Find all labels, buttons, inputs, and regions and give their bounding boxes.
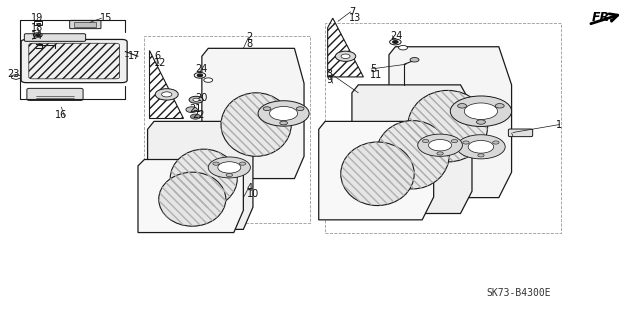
- Circle shape: [451, 96, 511, 126]
- Polygon shape: [148, 122, 253, 229]
- Circle shape: [263, 107, 271, 111]
- Circle shape: [495, 104, 504, 108]
- Text: 18: 18: [31, 23, 44, 33]
- Circle shape: [190, 114, 200, 119]
- Circle shape: [33, 33, 42, 37]
- Circle shape: [239, 162, 246, 165]
- Circle shape: [493, 141, 499, 144]
- Circle shape: [193, 98, 199, 101]
- Text: 12: 12: [154, 58, 166, 68]
- Bar: [74, 22, 97, 27]
- Circle shape: [226, 174, 232, 177]
- Circle shape: [218, 162, 241, 173]
- Text: 8: 8: [246, 39, 253, 48]
- Circle shape: [296, 107, 304, 111]
- Circle shape: [280, 121, 287, 125]
- Circle shape: [335, 51, 356, 61]
- Text: 6: 6: [154, 51, 160, 61]
- Text: SK73-B4300E: SK73-B4300E: [486, 288, 550, 298]
- Text: 23: 23: [7, 69, 19, 79]
- Circle shape: [197, 74, 202, 77]
- Polygon shape: [202, 48, 304, 179]
- Polygon shape: [389, 47, 511, 197]
- Circle shape: [458, 104, 467, 108]
- Bar: [145, 36, 310, 223]
- Text: 11: 11: [370, 70, 382, 80]
- Circle shape: [390, 39, 401, 45]
- Polygon shape: [352, 85, 472, 213]
- Text: 5: 5: [370, 64, 376, 74]
- Circle shape: [457, 135, 505, 159]
- Text: 24: 24: [195, 64, 208, 74]
- Circle shape: [437, 152, 444, 155]
- Text: 14: 14: [31, 31, 44, 41]
- Circle shape: [476, 120, 485, 124]
- Circle shape: [208, 157, 250, 178]
- Text: 15: 15: [100, 13, 112, 23]
- Circle shape: [162, 92, 172, 97]
- Text: 24: 24: [390, 31, 403, 41]
- Circle shape: [341, 54, 350, 58]
- Circle shape: [429, 139, 452, 151]
- FancyBboxPatch shape: [21, 40, 127, 83]
- Text: 19: 19: [31, 13, 44, 23]
- Text: 10: 10: [246, 189, 259, 199]
- Circle shape: [418, 134, 463, 156]
- Text: FR.: FR.: [591, 11, 614, 24]
- Circle shape: [213, 162, 220, 165]
- Circle shape: [477, 154, 484, 157]
- Text: 1: 1: [556, 120, 563, 130]
- Polygon shape: [319, 122, 434, 220]
- Bar: [34, 21, 42, 26]
- Text: 21: 21: [189, 104, 202, 114]
- Text: 2: 2: [246, 32, 253, 42]
- Circle shape: [189, 96, 203, 103]
- Ellipse shape: [170, 149, 237, 208]
- Text: 13: 13: [349, 13, 361, 23]
- Circle shape: [399, 46, 408, 50]
- Circle shape: [204, 78, 212, 82]
- FancyBboxPatch shape: [27, 88, 83, 100]
- Circle shape: [186, 107, 197, 113]
- Circle shape: [393, 41, 398, 43]
- Text: 16: 16: [55, 110, 67, 120]
- Circle shape: [156, 89, 178, 100]
- Circle shape: [269, 107, 298, 121]
- Text: 3: 3: [326, 69, 333, 79]
- Circle shape: [258, 101, 309, 126]
- Ellipse shape: [340, 142, 414, 205]
- Ellipse shape: [159, 172, 226, 226]
- Circle shape: [463, 141, 469, 144]
- Circle shape: [451, 139, 458, 143]
- Text: 20: 20: [195, 93, 208, 103]
- Ellipse shape: [376, 121, 449, 189]
- Text: 22: 22: [192, 110, 205, 120]
- Text: 4: 4: [246, 183, 253, 193]
- Text: 9: 9: [326, 75, 333, 85]
- Circle shape: [194, 72, 205, 78]
- Circle shape: [468, 140, 493, 153]
- Circle shape: [422, 139, 429, 143]
- Ellipse shape: [221, 93, 291, 156]
- Circle shape: [465, 103, 497, 120]
- Circle shape: [410, 57, 419, 62]
- Bar: [325, 23, 561, 233]
- FancyBboxPatch shape: [508, 129, 532, 137]
- FancyBboxPatch shape: [70, 20, 101, 29]
- Circle shape: [36, 34, 40, 36]
- Text: 17: 17: [129, 51, 141, 61]
- Polygon shape: [138, 160, 243, 233]
- FancyBboxPatch shape: [24, 34, 86, 41]
- Ellipse shape: [408, 90, 488, 162]
- Text: 7: 7: [349, 7, 355, 17]
